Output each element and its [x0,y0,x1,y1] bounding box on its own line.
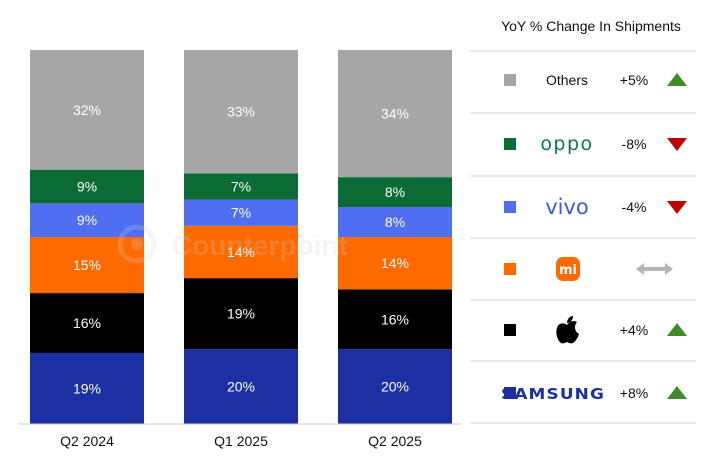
legend-change-samsung: +8% [620,385,648,401]
legend-swatch-xiaomi [504,263,516,275]
legend-swatch-vivo [504,201,516,213]
legend-brand-others: Others [546,72,588,88]
legend-swatch-oppo [504,138,516,150]
bar-segment-oppo-1 [184,173,298,200]
bar-segment-apple-0 [30,293,144,353]
data-label-others-0: 32% [73,102,101,118]
category-label-1: Q1 2025 [214,433,268,449]
bar-segment-others-2 [338,50,452,178]
trend-up-icon [667,73,687,86]
data-label-samsung-0: 19% [73,380,101,396]
trend-flat-icon [636,263,673,275]
legend-row-xiaomi: mi [504,257,673,281]
legend-change-apple: +4% [620,322,648,338]
watermark: Counterpoint [117,224,348,264]
legend-row-oppo: oppo -8% [504,133,687,155]
bar-segment-apple-2 [338,289,452,350]
trend-up-icon [667,323,687,336]
legend-row-vivo: vivo -4% [504,195,687,219]
trend-up-icon [667,386,687,399]
data-label-apple-2: 16% [381,311,409,327]
bars-layer: 19% 16% 15% 9% 9% 32% 20% 19% 14% 7% 7% 33% 20% 16% 14… [30,50,452,424]
legend-swatch-apple [504,324,516,336]
bar-segment-xiaomi-2 [338,237,452,290]
bar-segment-oppo-2 [338,177,452,208]
bar-segment-xiaomi-0 [30,237,144,294]
legend-swatch-samsung [504,387,516,399]
bar-segment-samsung-0 [30,352,144,424]
legend-row-samsung: SAMSUNG +8% [501,385,687,403]
category-label-0: Q2 2024 [60,433,114,449]
bar-segment-vivo-0 [30,203,144,237]
legend: Others +5% oppo -8% vivo -4% mi +4% SAMSUNG +8% [470,50,696,424]
data-label-oppo-2: 8% [385,184,405,200]
bar-segment-others-1 [184,50,298,174]
bar-segment-xiaomi-1 [184,225,298,279]
bar-segment-vivo-1 [184,199,298,226]
bar-segment-vivo-2 [338,207,452,237]
legend-swatch-others [504,74,516,86]
legend-row-apple: +4% [504,316,687,344]
samsung-logo: SAMSUNG [501,385,605,403]
data-label-oppo-0: 9% [77,179,97,195]
bar-segment-others-0 [30,50,144,170]
trend-down-icon [667,138,687,151]
data-label-vivo-0: 9% [77,212,97,228]
data-label-apple-0: 16% [73,315,101,331]
category-label-2: Q2 2025 [368,433,422,449]
vivo-logo: vivo [545,195,589,219]
legend-change-others: +5% [620,72,648,88]
data-label-vivo-2: 8% [385,214,405,230]
xiaomi-logo-text: mi [559,263,577,278]
data-label-xiaomi-2: 14% [381,255,409,271]
legend-change-vivo: -4% [622,199,647,215]
apple-logo-icon [556,316,579,344]
data-label-samsung-1: 20% [227,379,255,395]
data-label-others-1: 33% [227,104,255,120]
legend-row-others: Others +5% [504,72,687,88]
xiaomi-logo: mi [556,257,580,281]
bar-segment-samsung-2 [338,349,452,424]
oppo-logo: oppo [540,133,593,155]
data-label-apple-1: 19% [227,306,255,322]
watermark-text: Counterpoint [172,230,348,261]
bar-segment-oppo-0 [30,169,144,204]
data-label-xiaomi-0: 15% [73,257,101,273]
bar-segment-apple-1 [184,278,298,350]
legend-title: YoY % Change In Shipments [501,18,681,34]
category-labels: Q2 2024 Q1 2025 Q2 2025 [60,433,422,449]
legend-change-oppo: -8% [622,136,647,152]
data-label-others-2: 34% [381,106,409,122]
data-label-samsung-2: 20% [381,379,409,395]
data-label-vivo-1: 7% [231,205,251,221]
trend-down-icon [667,201,687,214]
data-label-oppo-1: 7% [231,179,251,195]
bar-segment-samsung-1 [184,349,298,424]
data-label-xiaomi-1: 14% [227,244,255,260]
